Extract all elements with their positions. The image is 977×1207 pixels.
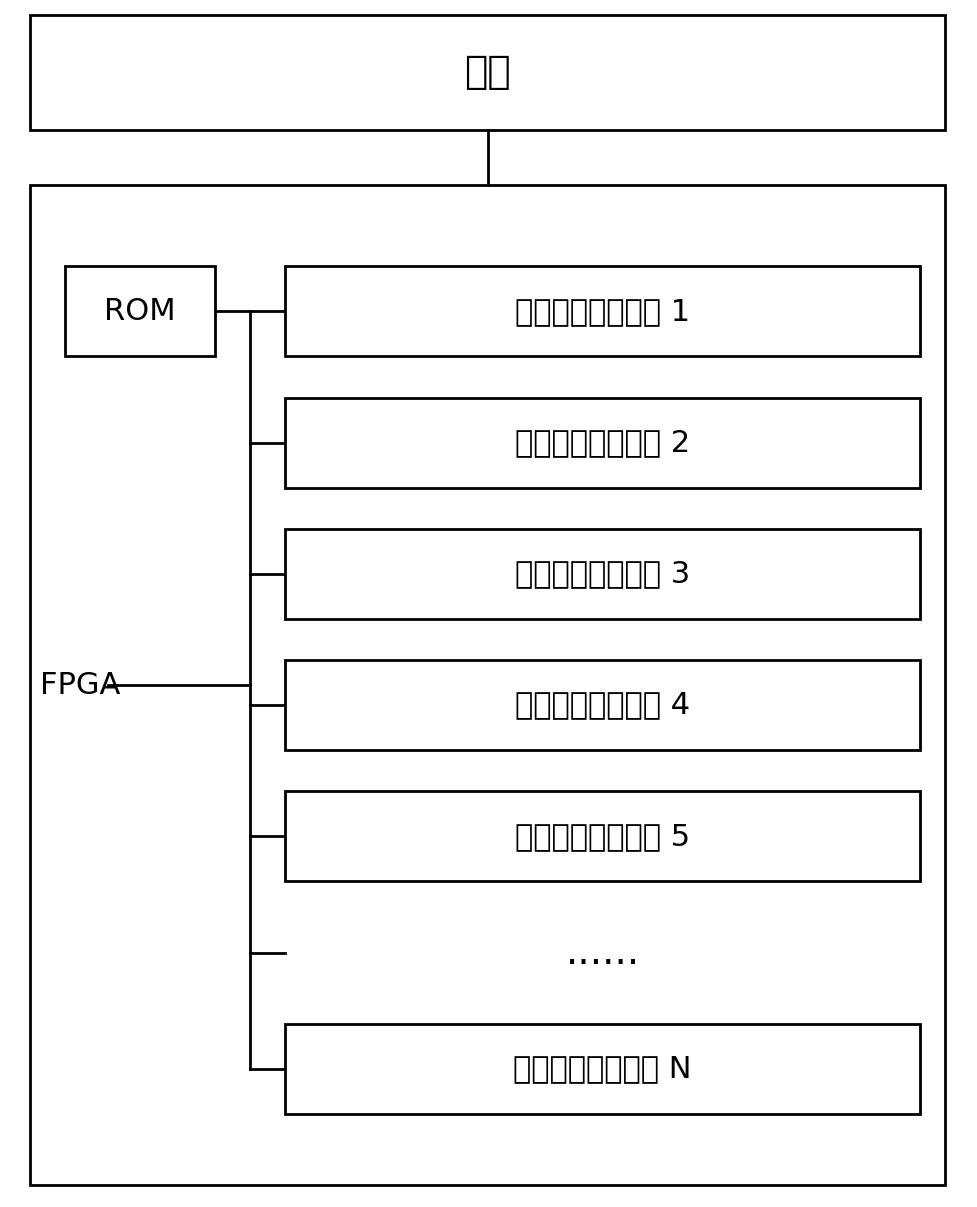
Text: 感兴趣区匹配模块 N: 感兴趣区匹配模块 N: [513, 1054, 692, 1083]
Text: 内存: 内存: [464, 53, 511, 92]
Text: 感兴趣区匹配模块 3: 感兴趣区匹配模块 3: [515, 559, 690, 588]
Text: 感兴趣区匹配模块 5: 感兴趣区匹配模块 5: [515, 822, 690, 851]
Bar: [285, 397, 920, 488]
Bar: [30, 185, 945, 1185]
Bar: [285, 660, 920, 750]
Text: ......: ......: [566, 933, 640, 972]
Text: 感兴趣区匹配模块 2: 感兴趣区匹配模块 2: [515, 428, 690, 457]
Bar: [65, 267, 215, 356]
Text: 感兴趣区匹配模块 1: 感兴趣区匹配模块 1: [515, 297, 690, 326]
Bar: [285, 1024, 920, 1114]
Text: 感兴趣区匹配模块 4: 感兴趣区匹配模块 4: [515, 690, 690, 719]
Bar: [285, 792, 920, 881]
Bar: [30, 14, 945, 130]
Bar: [285, 267, 920, 356]
Bar: [285, 529, 920, 619]
Text: ROM: ROM: [105, 297, 176, 326]
Text: FPGA: FPGA: [40, 671, 120, 700]
